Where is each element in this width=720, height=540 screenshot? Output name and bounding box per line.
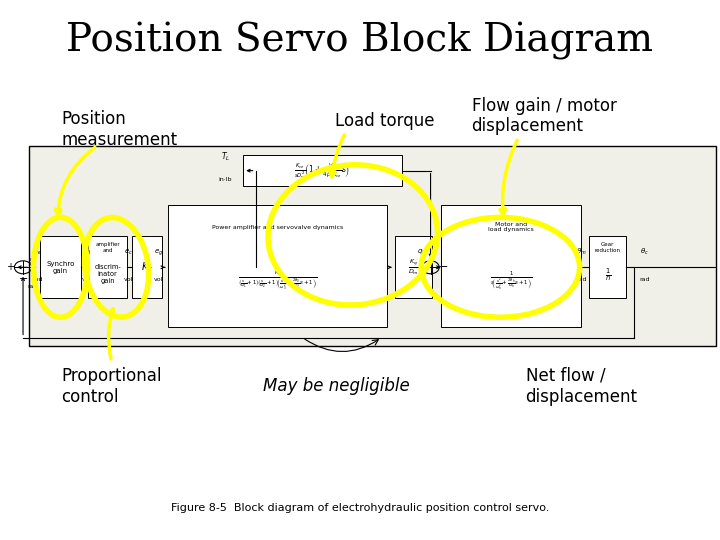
Text: $\theta_r$: $\theta_r$ xyxy=(28,257,37,267)
Text: Load torque: Load torque xyxy=(335,112,434,131)
Bar xyxy=(395,236,432,298)
Text: rad: rad xyxy=(577,277,587,282)
Text: vol: vol xyxy=(153,277,163,282)
Text: Flow gain / motor
displacement: Flow gain / motor displacement xyxy=(472,97,616,136)
Text: $\frac{K_a}{\left(\frac{s}{\omega_1}+1\right)\!\left(\frac{s}{\omega_2}+1\right): $\frac{K_a}{\left(\frac{s}{\omega_1}+1\r… xyxy=(238,269,318,292)
Text: rad: rad xyxy=(27,284,37,288)
Text: $K_c$: $K_c$ xyxy=(141,260,153,274)
Text: −: − xyxy=(438,262,449,272)
Bar xyxy=(243,155,402,186)
Text: Figure 8-5  Block diagram of electrohydraulic position control servo.: Figure 8-5 Block diagram of electrohydra… xyxy=(171,503,549,512)
Text: May be negligible: May be negligible xyxy=(263,377,410,395)
Bar xyxy=(29,146,716,346)
Text: Motor and
load dynamics: Motor and load dynamics xyxy=(488,221,534,232)
Text: $\theta_m$: $\theta_m$ xyxy=(577,247,587,257)
Text: Gear
reduction: Gear reduction xyxy=(595,242,621,253)
Bar xyxy=(40,236,81,298)
Text: $e_d$: $e_d$ xyxy=(81,248,91,257)
Text: $\theta_e$: $\theta_e$ xyxy=(33,247,42,257)
Text: Proportional
control: Proportional control xyxy=(61,367,162,406)
Text: vol: vol xyxy=(81,277,91,282)
Bar xyxy=(168,205,387,327)
Text: Power amplifier and servovalve dynamics: Power amplifier and servovalve dynamics xyxy=(212,225,343,230)
Bar xyxy=(88,236,127,298)
Text: $e_c$: $e_c$ xyxy=(124,248,132,257)
Text: in·lb: in·lb xyxy=(219,178,232,183)
Text: Position Servo Block Diagram: Position Servo Block Diagram xyxy=(66,22,654,59)
Text: Synchro
gain: Synchro gain xyxy=(46,260,75,274)
Text: −: − xyxy=(18,274,28,284)
Text: $\frac{1}{n}$: $\frac{1}{n}$ xyxy=(605,266,611,283)
Text: $\theta_c$: $\theta_c$ xyxy=(640,247,649,257)
Text: $q_L$: $q_L$ xyxy=(417,248,426,257)
Bar xyxy=(132,236,162,298)
Text: $\frac{K_q}{D_m}$: $\frac{K_q}{D_m}$ xyxy=(408,257,419,277)
Text: vol: vol xyxy=(123,277,133,282)
Text: amplifier
and: amplifier and xyxy=(95,242,120,253)
Text: $T_L$: $T_L$ xyxy=(221,151,230,163)
Text: rad: rad xyxy=(639,277,649,282)
Text: discrim-
inator
gain: discrim- inator gain xyxy=(94,265,121,285)
Bar xyxy=(441,205,581,327)
Text: $\frac{K_{ce}}{sD_m^2}\!\left(1+\frac{V_t}{4\beta_e K_{ce}}s\right)$: $\frac{K_{ce}}{sD_m^2}\!\left(1+\frac{V_… xyxy=(294,161,351,180)
Text: Net flow /
displacement: Net flow / displacement xyxy=(526,367,638,406)
Text: $e_g$: $e_g$ xyxy=(154,247,163,258)
Bar xyxy=(589,236,626,298)
Text: $\frac{1}{s\!\left(\frac{s^2}{\omega_h^2}+\frac{2\delta_h}{\omega_h}s+1\right)}$: $\frac{1}{s\!\left(\frac{s^2}{\omega_h^2… xyxy=(490,269,532,292)
Text: +: + xyxy=(6,262,14,272)
Text: rad: rad xyxy=(32,277,42,282)
Text: Position
measurement: Position measurement xyxy=(61,110,177,149)
